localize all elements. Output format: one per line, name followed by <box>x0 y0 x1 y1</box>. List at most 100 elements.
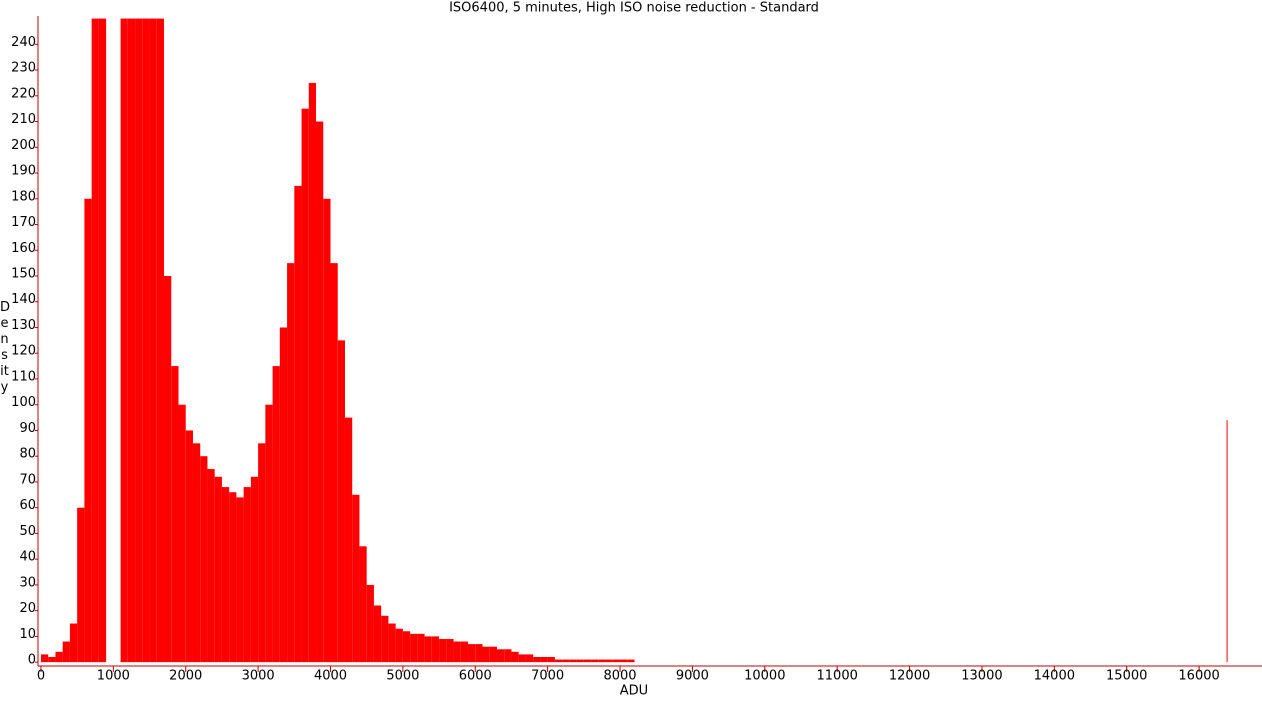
bar <box>323 198 331 663</box>
y-tick-label: 200 <box>11 138 36 153</box>
bar <box>149 18 157 663</box>
bar <box>533 656 541 663</box>
y-tick-label: 150 <box>11 267 36 282</box>
x-tick-label: 10000 <box>744 669 785 684</box>
y-tick-label: 190 <box>11 164 36 179</box>
bar <box>156 18 165 663</box>
bar <box>612 659 621 663</box>
y-tick-label: 60 <box>19 498 36 513</box>
bar <box>496 649 505 663</box>
bar <box>214 476 222 663</box>
bar <box>250 476 259 663</box>
bar <box>627 659 635 663</box>
x-axis-label: ADU <box>620 684 648 699</box>
bar <box>511 651 519 663</box>
x-tick-label: 4000 <box>314 669 347 684</box>
bar <box>460 641 469 663</box>
bar <box>468 644 476 663</box>
bar <box>381 615 389 663</box>
bar <box>395 628 403 663</box>
bar <box>221 487 230 663</box>
bar <box>135 18 143 663</box>
y-tick-label: 110 <box>11 369 36 384</box>
y-tick-label: 70 <box>19 472 36 487</box>
bar <box>62 641 70 663</box>
bar <box>185 430 193 663</box>
bar <box>569 659 577 663</box>
bar <box>540 656 548 663</box>
bar <box>583 659 592 663</box>
bar <box>316 121 324 663</box>
x-tick-label: 11000 <box>817 669 858 684</box>
x-tick-label: 14000 <box>1034 669 1075 684</box>
y-tick-label: 180 <box>11 189 36 204</box>
bar <box>258 443 266 663</box>
bar <box>431 636 440 663</box>
bar <box>591 659 599 663</box>
x-tick-label: 3000 <box>242 669 275 684</box>
bars <box>40 18 1228 663</box>
bar <box>439 638 447 663</box>
bar <box>605 659 613 663</box>
bar <box>337 340 345 663</box>
y-tick-label: 10 <box>19 627 36 642</box>
bar <box>120 18 128 663</box>
bar <box>410 633 418 663</box>
y-tick-label: 120 <box>11 344 36 359</box>
bar <box>525 654 534 663</box>
bar <box>1226 420 1228 663</box>
bar <box>48 656 56 663</box>
bar <box>402 631 411 663</box>
bar <box>359 546 367 663</box>
bar <box>178 404 186 663</box>
bar <box>77 507 85 663</box>
bar <box>373 605 382 663</box>
x-tick-label: 1000 <box>97 669 130 684</box>
y-tick-label: 170 <box>11 215 36 230</box>
bar <box>424 636 432 663</box>
bar <box>489 646 497 663</box>
bar <box>344 417 353 663</box>
bar <box>294 185 302 663</box>
bar <box>171 366 179 663</box>
bar <box>301 108 309 663</box>
bar <box>40 654 49 663</box>
y-tick-label: 240 <box>11 35 36 50</box>
bar <box>84 198 92 663</box>
bar <box>475 644 483 663</box>
bar <box>207 469 215 663</box>
x-tick-label: 9000 <box>676 669 709 684</box>
y-tick-label: 20 <box>19 601 36 616</box>
y-tick-label: 30 <box>19 575 36 590</box>
bar <box>417 633 425 663</box>
bar <box>243 487 251 663</box>
bar <box>127 18 136 663</box>
bar <box>562 659 570 663</box>
bar <box>142 18 150 663</box>
bar <box>55 651 63 663</box>
bar <box>598 659 606 663</box>
bar <box>308 82 317 663</box>
bar <box>98 18 107 663</box>
bar <box>330 263 338 663</box>
bar <box>91 18 99 663</box>
bar <box>229 492 237 663</box>
x-tick-label: 5000 <box>386 669 419 684</box>
y-tick-label: 210 <box>11 112 36 127</box>
chart-title: ISO6400, 5 minutes, High ISO noise reduc… <box>449 1 819 16</box>
bar <box>287 263 295 663</box>
y-tick-label: 40 <box>19 550 36 565</box>
bar <box>352 494 360 663</box>
y-tick-label: 140 <box>11 292 36 307</box>
bar <box>446 638 454 663</box>
y-tick-label: 90 <box>19 421 36 436</box>
x-tick-label: 16000 <box>1178 669 1219 684</box>
y-tick-label: 80 <box>19 447 36 462</box>
bar <box>504 649 512 663</box>
bar <box>265 404 273 663</box>
bar <box>453 641 461 663</box>
y-tick-label: 130 <box>11 318 36 333</box>
x-tick-label: 8000 <box>603 669 636 684</box>
x-tick-label: 6000 <box>459 669 492 684</box>
